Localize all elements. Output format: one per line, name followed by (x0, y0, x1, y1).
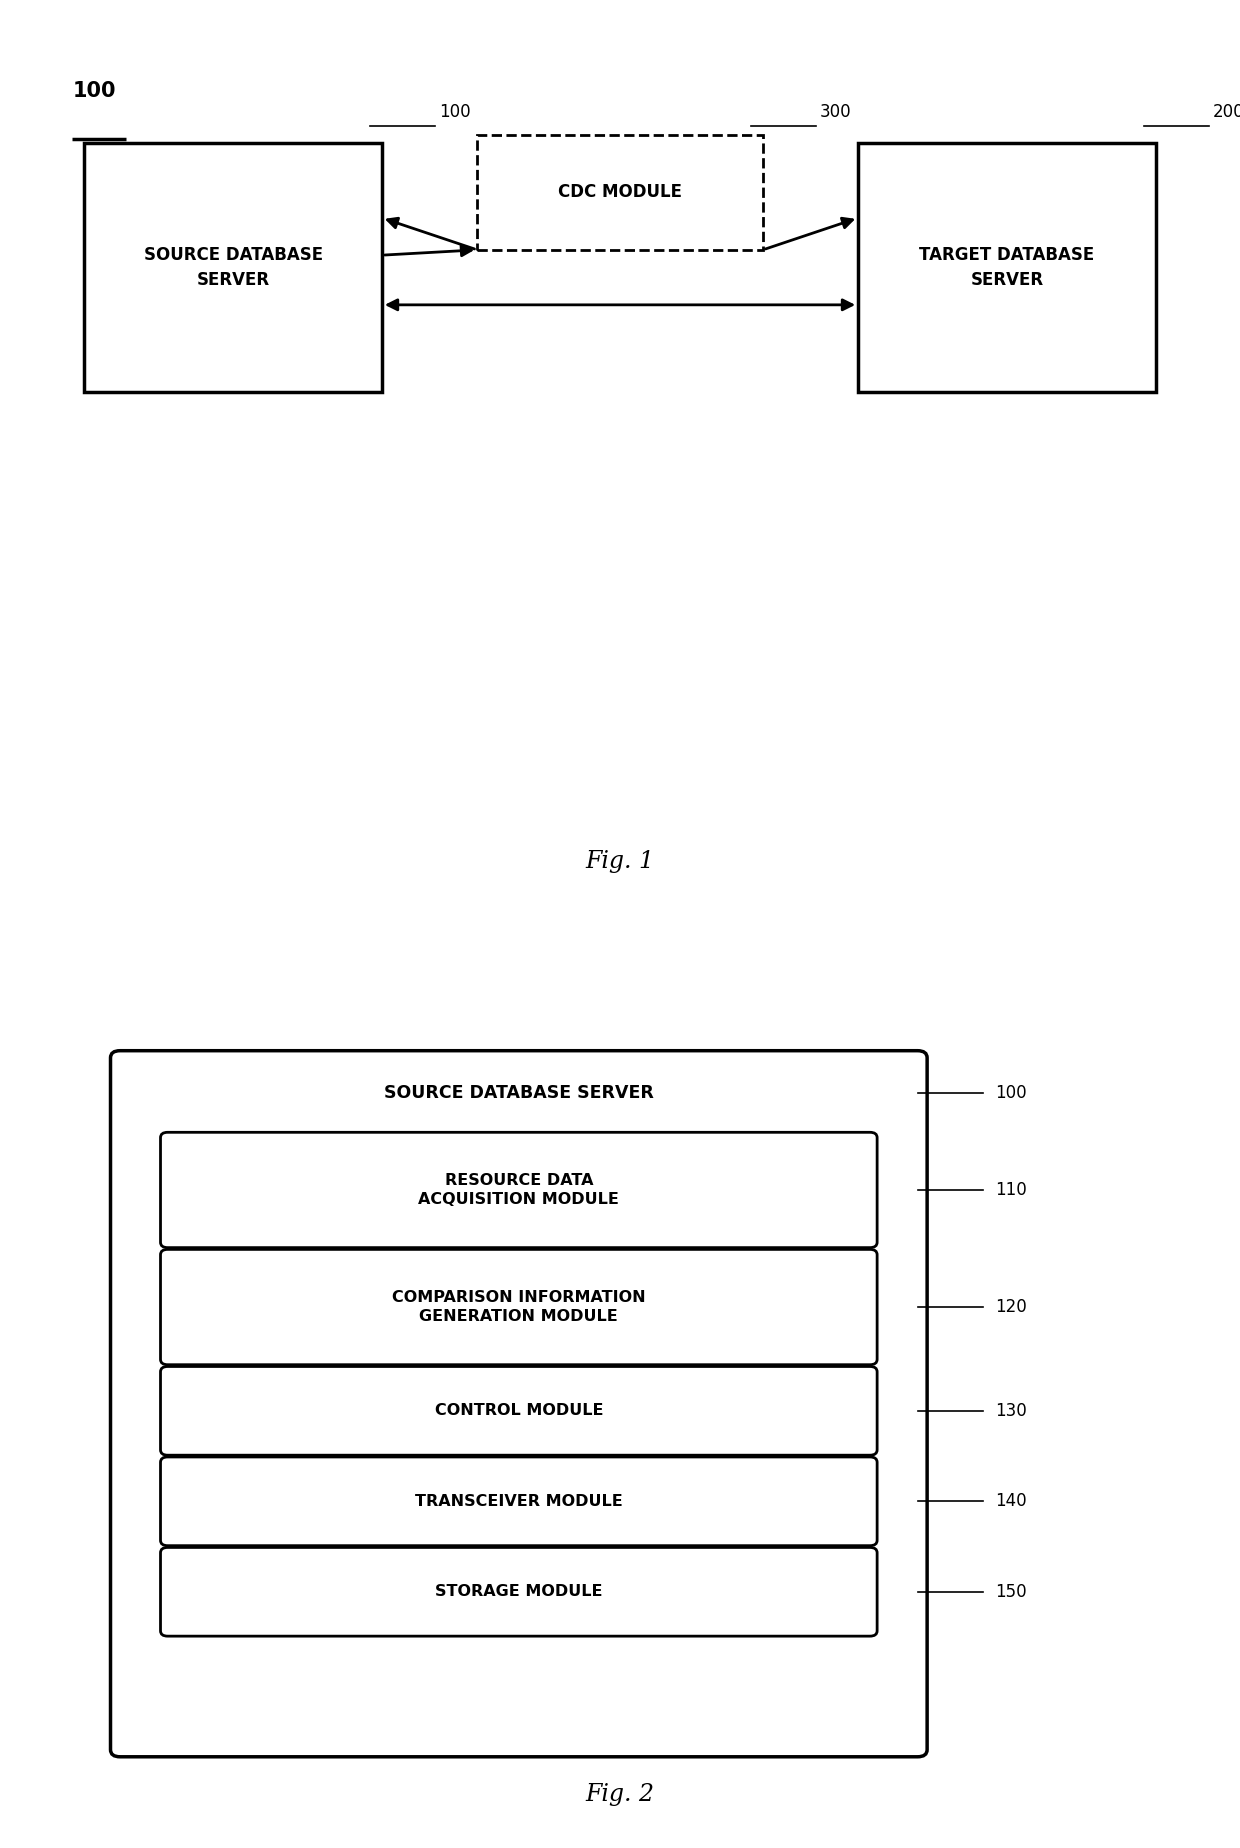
FancyBboxPatch shape (110, 1052, 928, 1757)
Text: CONTROL MODULE: CONTROL MODULE (434, 1403, 603, 1417)
Text: SOURCE DATABASE SERVER: SOURCE DATABASE SERVER (384, 1085, 653, 1101)
Text: 300: 300 (820, 103, 852, 122)
Text: COMPARISON INFORMATION
GENERATION MODULE: COMPARISON INFORMATION GENERATION MODULE (392, 1290, 646, 1325)
Text: SOURCE DATABASE
SERVER: SOURCE DATABASE SERVER (144, 246, 322, 288)
FancyBboxPatch shape (160, 1366, 877, 1454)
Text: TRANSCEIVER MODULE: TRANSCEIVER MODULE (415, 1493, 622, 1508)
FancyBboxPatch shape (160, 1133, 877, 1247)
FancyBboxPatch shape (160, 1547, 877, 1635)
Text: 200: 200 (1213, 103, 1240, 122)
Text: 100: 100 (994, 1085, 1027, 1101)
Text: 110: 110 (994, 1181, 1027, 1199)
Text: 150: 150 (994, 1582, 1027, 1600)
Bar (84, 144, 382, 392)
FancyBboxPatch shape (160, 1249, 877, 1364)
Text: STORAGE MODULE: STORAGE MODULE (435, 1584, 603, 1599)
Text: Fig. 1: Fig. 1 (585, 850, 655, 874)
Text: 120: 120 (994, 1297, 1027, 1316)
Text: 100: 100 (72, 81, 115, 102)
Text: TARGET DATABASE
SERVER: TARGET DATABASE SERVER (919, 246, 1095, 288)
Text: RESOURCE DATA
ACQUISITION MODULE: RESOURCE DATA ACQUISITION MODULE (418, 1173, 619, 1207)
Text: 100: 100 (439, 103, 471, 122)
Bar (858, 144, 1156, 392)
Text: 140: 140 (994, 1493, 1027, 1510)
Text: Fig. 2: Fig. 2 (585, 1783, 655, 1805)
FancyBboxPatch shape (160, 1456, 877, 1545)
Text: CDC MODULE: CDC MODULE (558, 183, 682, 201)
Bar (477, 135, 763, 249)
Text: 130: 130 (994, 1403, 1027, 1419)
